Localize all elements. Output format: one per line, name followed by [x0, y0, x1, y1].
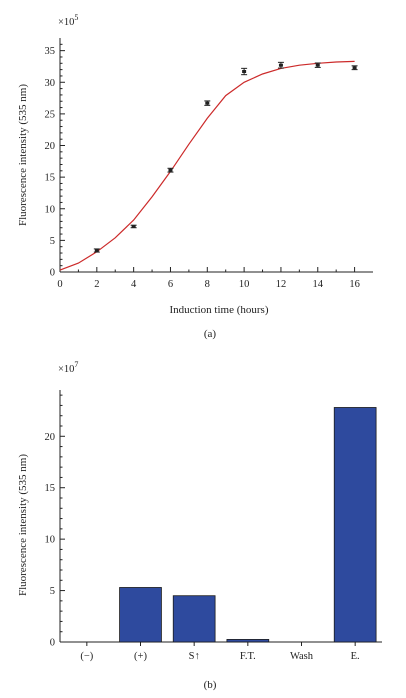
chart-a-ylabel: Fluorescence intensity (535 nm)	[17, 84, 29, 226]
chart-b-x-tick-label: (+)	[134, 651, 147, 662]
chart-a-marks	[60, 61, 358, 270]
chart-a-y-tick-label: 20	[45, 141, 56, 152]
chart-a-x-tick-label: 0	[57, 279, 62, 290]
chart-b-y-tick-label: 5	[50, 586, 55, 597]
chart-a-x-tick-label: 14	[313, 279, 324, 290]
chart-b-x-tick-label: (−)	[80, 651, 93, 662]
chart-a-data-point	[242, 70, 246, 73]
chart-a-data-point	[95, 249, 99, 252]
chart-a-data-point	[132, 225, 136, 228]
chart-b-bar	[120, 587, 162, 642]
chart-a-data-point	[168, 169, 172, 172]
chart-b-y-tick-label: 10	[45, 535, 56, 546]
chart-b-y-tick-label: 15	[45, 483, 56, 494]
chart-a-fit-curve	[60, 61, 355, 270]
chart-a-data-point	[205, 102, 209, 105]
chart-b-bar	[334, 407, 376, 642]
chart-a-y-tick-label: 5	[50, 236, 55, 247]
chart-a-y-tick-label: 15	[45, 173, 56, 184]
chart-b-marks	[120, 407, 377, 642]
chart-a-x-tick-label: 2	[94, 279, 99, 290]
chart-a-data-point	[316, 64, 320, 67]
chart-a-data-point	[279, 64, 283, 67]
chart-b-x-tick-label: E.	[351, 651, 360, 662]
chart-b-bar	[173, 596, 215, 642]
chart-b-x-tick-label: Wash	[290, 651, 314, 662]
chart-b-x-tick-label: F.T.	[240, 651, 256, 662]
chart-a-y-tick-label: 0	[50, 268, 55, 279]
chart-a-axes: 0 5 10 15 20 25 30 35 0 2 4 6 8 10 12 14 16	[45, 38, 374, 290]
chart-a-data-point	[353, 66, 357, 69]
chart-b-panel-label: (b)	[204, 679, 217, 691]
chart-a-y-tick-label: 25	[45, 109, 56, 120]
chart-a-xlabel: Induction time (hours)	[170, 304, 269, 316]
chart-b-bar	[227, 639, 269, 642]
chart-a-x-tick-label: 12	[276, 279, 287, 290]
chart-a-x-tick-label: 8	[205, 279, 210, 290]
chart-a-x-tick-label: 16	[349, 279, 360, 290]
chart-a-y-multiplier: ×105	[58, 13, 78, 28]
chart-b: ×107 0 5 10 15 20 (−) (+) S↑ F.T. Wash E. Fluoresc…	[0, 352, 406, 697]
chart-b-x-tick-label: S↑	[189, 651, 200, 662]
chart-b-y-tick-label: 20	[45, 432, 56, 443]
chart-a-panel-label: (a)	[204, 328, 217, 340]
chart-a-y-tick-label: 10	[45, 204, 56, 215]
chart-a-y-tick-label: 35	[45, 46, 56, 57]
chart-b-ylabel: Fluorescence intensity (535 nm)	[17, 454, 29, 596]
chart-a-x-tick-label: 10	[239, 279, 250, 290]
chart-a: ×105 0 5 10 15 20 25 30 35 0 2 4 6 8 10 12 14 16 Inducti…	[0, 0, 406, 345]
chart-a-x-tick-label: 4	[131, 279, 137, 290]
chart-a-y-tick-label: 30	[45, 78, 56, 89]
chart-b-y-multiplier: ×107	[58, 360, 78, 375]
chart-a-x-tick-label: 6	[168, 279, 173, 290]
chart-b-y-tick-label: 0	[50, 638, 55, 649]
